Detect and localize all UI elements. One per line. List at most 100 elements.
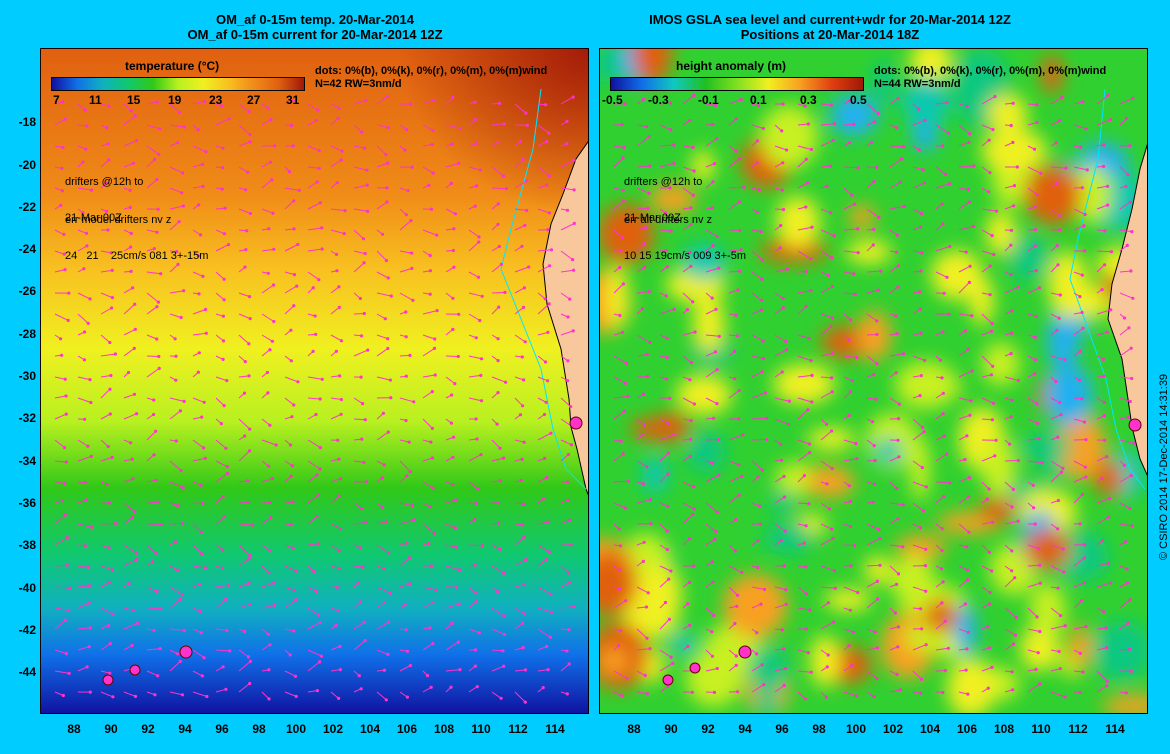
n-count-right: N=44 RW=3nm/d bbox=[874, 78, 961, 90]
current-arrow bbox=[981, 374, 992, 378]
current-arrow bbox=[1073, 327, 1084, 336]
current-arrow bbox=[422, 229, 437, 236]
current-arrow-head bbox=[204, 331, 208, 335]
current-arrow bbox=[774, 349, 787, 357]
current-arrow bbox=[330, 117, 339, 126]
current-arrow-head bbox=[1011, 642, 1016, 646]
current-arrow-head bbox=[1010, 569, 1014, 573]
current-arrow-head bbox=[315, 590, 319, 594]
current-arrow-head bbox=[385, 186, 389, 190]
temperature-colorbar-title: temperature (°C) bbox=[125, 59, 220, 73]
current-arrow bbox=[728, 118, 737, 126]
current-arrow-head bbox=[1078, 378, 1082, 382]
current-arrow-head bbox=[733, 621, 737, 626]
current-arrow-head bbox=[664, 249, 668, 253]
current-arrow-head bbox=[176, 568, 180, 572]
current-arrow bbox=[843, 228, 858, 231]
current-arrow-head bbox=[833, 586, 837, 590]
current-arrow bbox=[54, 481, 65, 484]
current-arrow bbox=[54, 586, 70, 589]
current-arrow-head bbox=[734, 149, 738, 153]
current-arrow-head bbox=[1131, 96, 1135, 100]
current-arrow-head bbox=[1033, 228, 1037, 232]
current-arrow-head bbox=[647, 135, 651, 139]
current-arrow-head bbox=[1080, 186, 1084, 190]
current-arrow-head bbox=[782, 683, 786, 688]
current-arrow-head bbox=[154, 478, 158, 482]
current-arrow-head bbox=[496, 202, 500, 206]
current-arrow-head bbox=[852, 122, 856, 126]
lon-label: 106 bbox=[956, 722, 978, 736]
current-arrow-head bbox=[782, 474, 786, 478]
current-arrow-head bbox=[496, 337, 500, 341]
current-arrow bbox=[1096, 94, 1109, 105]
current-arrow-head bbox=[451, 455, 455, 459]
current-arrow bbox=[912, 544, 926, 550]
current-arrow-head bbox=[831, 536, 835, 540]
current-arrow bbox=[935, 124, 949, 134]
current-arrow bbox=[560, 565, 569, 574]
current-arrow-head bbox=[939, 567, 944, 571]
current-arrow bbox=[468, 628, 480, 634]
current-arrow-head bbox=[919, 374, 923, 378]
current-arrow-head bbox=[1033, 205, 1037, 209]
current-arrow-head bbox=[567, 628, 571, 632]
current-arrow bbox=[636, 353, 648, 357]
current-arrow-head bbox=[990, 234, 994, 238]
current-arrow-head bbox=[296, 380, 300, 384]
current-arrow-head bbox=[389, 294, 393, 298]
current-arrow-head bbox=[291, 98, 295, 102]
current-arrow-head bbox=[1083, 212, 1087, 217]
current-arrow-head bbox=[316, 493, 320, 497]
current-arrow-head bbox=[319, 654, 324, 658]
current-arrow-head bbox=[711, 461, 715, 465]
current-arrow bbox=[751, 124, 764, 129]
current-arrow bbox=[54, 619, 66, 630]
current-arrow bbox=[797, 182, 808, 189]
current-arrow-head bbox=[672, 433, 676, 437]
current-arrow-head bbox=[919, 677, 924, 681]
current-arrow-head bbox=[736, 288, 740, 292]
current-arrow bbox=[399, 583, 410, 588]
current-arrow bbox=[399, 519, 415, 525]
current-arrow-head bbox=[221, 665, 225, 669]
current-arrow-head bbox=[761, 126, 765, 130]
current-arrow bbox=[1050, 691, 1066, 698]
current-arrow-head bbox=[987, 138, 991, 142]
current-arrow bbox=[123, 162, 134, 168]
anomaly-blob bbox=[687, 431, 725, 473]
current-arrow bbox=[560, 519, 571, 525]
current-arrow bbox=[659, 523, 668, 532]
current-arrow-head bbox=[222, 298, 226, 302]
current-arrow bbox=[376, 376, 391, 381]
current-arrow bbox=[797, 145, 812, 150]
current-arrow-head bbox=[1125, 567, 1129, 571]
current-arrow-head bbox=[668, 186, 672, 190]
current-arrow-head bbox=[173, 337, 177, 341]
current-arrow-head bbox=[734, 663, 738, 668]
current-arrow bbox=[100, 334, 111, 343]
current-arrow-head bbox=[496, 590, 500, 594]
current-arrow-head bbox=[63, 481, 67, 486]
current-arrow bbox=[912, 166, 924, 171]
current-arrow bbox=[123, 303, 136, 315]
current-arrow-head bbox=[380, 476, 384, 480]
current-arrow bbox=[146, 292, 159, 303]
current-arrow-head bbox=[1063, 624, 1067, 628]
current-arrow bbox=[1119, 201, 1131, 210]
current-arrow bbox=[537, 331, 549, 336]
current-arrow-head bbox=[1037, 437, 1041, 441]
current-arrow bbox=[468, 544, 483, 547]
current-arrow-head bbox=[152, 412, 156, 417]
current-arrow-head bbox=[524, 111, 528, 115]
current-arrow bbox=[1004, 460, 1019, 462]
current-arrow-head bbox=[872, 444, 876, 448]
current-arrow-head bbox=[1085, 168, 1089, 172]
current-arrow-head bbox=[268, 160, 273, 164]
current-arrow-head bbox=[501, 649, 505, 653]
current-arrow-head bbox=[572, 188, 576, 192]
current-arrow-head bbox=[617, 527, 621, 531]
current-arrow bbox=[468, 600, 477, 609]
current-arrow bbox=[958, 141, 969, 147]
current-arrow bbox=[123, 691, 136, 697]
